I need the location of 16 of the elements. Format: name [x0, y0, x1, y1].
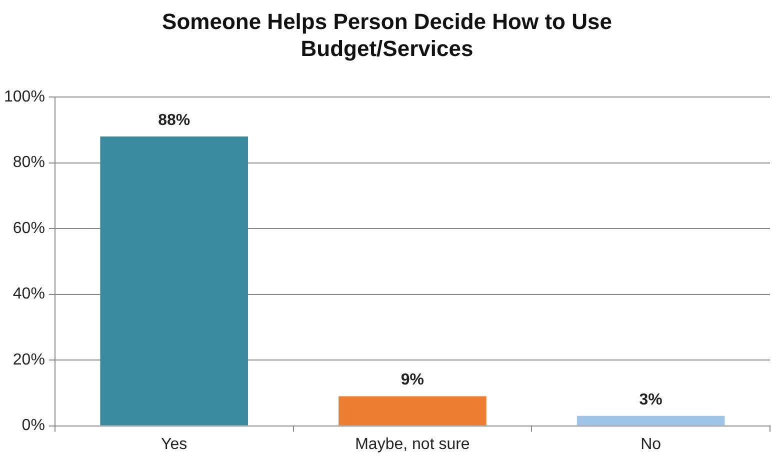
data-label: 88%	[158, 112, 190, 129]
y-tick-label: 20%	[12, 351, 45, 368]
data-label: 9%	[400, 372, 424, 389]
y-tick-label: 100%	[4, 88, 45, 106]
y-tick-label: 40%	[12, 286, 45, 303]
y-tick-label: 60%	[12, 220, 45, 237]
x-tick-label: Yes	[161, 436, 188, 453]
x-tick-label: No	[640, 436, 662, 453]
chart-title: Someone Helps Person Decide How to Use Budget/Services	[161, 8, 613, 62]
bar	[100, 136, 248, 426]
data-label: 3%	[639, 391, 662, 408]
bar	[576, 416, 725, 426]
x-tick-label: Maybe, not sure	[355, 436, 470, 453]
y-tick-label: 0%	[22, 417, 45, 434]
y-tick-label: 80%	[12, 154, 45, 172]
bar	[338, 396, 486, 426]
